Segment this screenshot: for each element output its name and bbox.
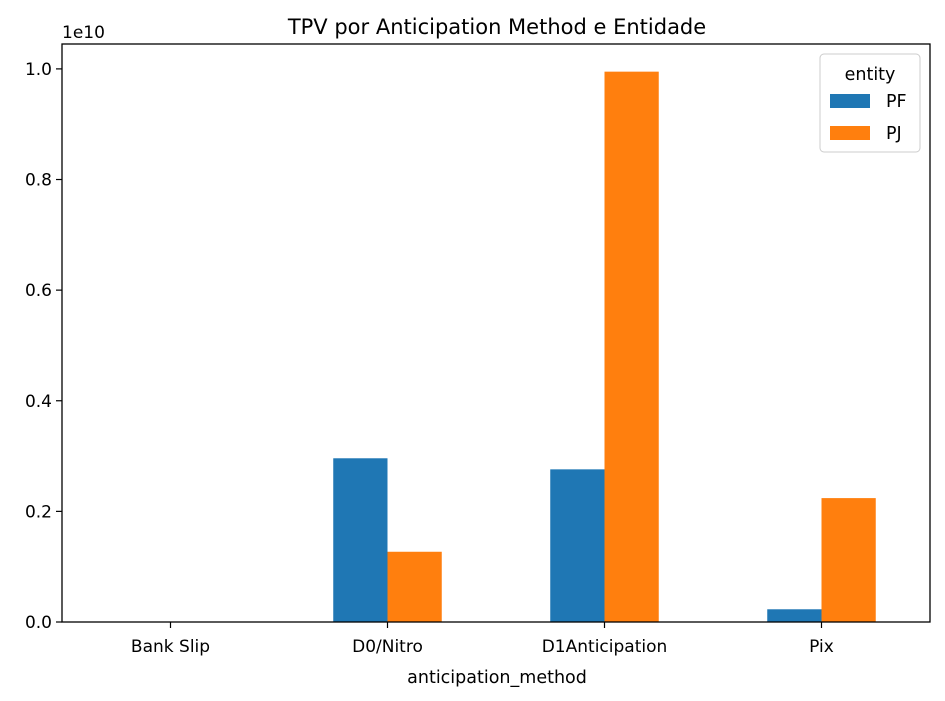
bar-pf-2 <box>550 469 605 622</box>
y-axis-offset-label: 1e10 <box>62 23 105 43</box>
legend: entity PF PJ <box>819 53 921 153</box>
x-tick-label: Pix <box>809 637 834 657</box>
x-tick-label: Bank Slip <box>131 637 210 657</box>
legend-label-pf: PF <box>886 92 907 112</box>
x-tick-label: D0/Nitro <box>352 637 423 657</box>
y-tick-label: 0.0 <box>25 613 52 633</box>
x-axis-label: anticipation_method <box>407 668 587 688</box>
y-tick-label: 0.8 <box>25 171 52 191</box>
legend-label-pj: PJ <box>886 124 902 144</box>
x-axis-ticks: Bank Slip D0/Nitro D1Anticipation Pix <box>131 622 834 657</box>
bar-pj-3 <box>821 498 876 622</box>
legend-title: entity <box>845 65 896 85</box>
y-axis-ticks: 0.0 0.2 0.4 0.6 0.8 1.0 <box>25 60 62 633</box>
bar-pf-3 <box>767 609 822 622</box>
chart-title: TPV por Anticipation Method e Entidade <box>287 15 706 39</box>
bar-pj-2 <box>604 71 659 622</box>
y-tick-label: 0.2 <box>25 502 52 522</box>
bars-group <box>170 71 876 622</box>
legend-swatch-pf <box>830 94 870 108</box>
legend-entries: PF PJ <box>830 92 907 144</box>
y-tick-label: 0.6 <box>25 281 52 301</box>
legend-swatch-pj <box>830 126 870 140</box>
plot-area-frame <box>61 43 931 623</box>
bar-pj-1 <box>387 551 442 622</box>
x-tick-label: D1Anticipation <box>542 637 668 657</box>
y-tick-label: 0.4 <box>25 392 52 412</box>
y-tick-label: 1.0 <box>25 60 52 80</box>
bar-pf-1 <box>333 458 388 622</box>
